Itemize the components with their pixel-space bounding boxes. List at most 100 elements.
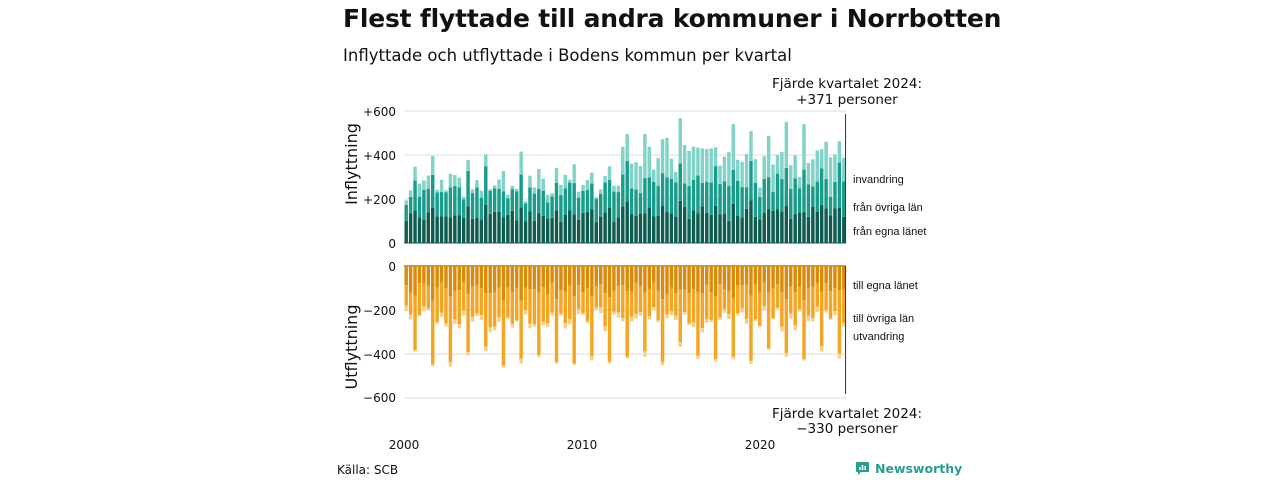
bar-segment-inflyttning bbox=[700, 183, 705, 207]
bar-segment-utflyttning bbox=[492, 292, 497, 327]
bar-segment-inflyttning bbox=[789, 218, 793, 243]
bar-segment-inflyttning bbox=[842, 216, 846, 243]
bar-segment-utflyttning bbox=[833, 311, 837, 316]
bar-segment-inflyttning bbox=[417, 217, 422, 243]
bar-segment-inflyttning bbox=[797, 188, 802, 213]
bar-segment-utflyttning bbox=[563, 266, 568, 292]
brand-name: Newsworthy bbox=[875, 461, 963, 476]
bar-segment-utflyttning bbox=[457, 324, 461, 329]
bar-segment-utflyttning bbox=[811, 286, 815, 318]
bar-segment-inflyttning bbox=[484, 154, 488, 167]
bar-segment-inflyttning bbox=[585, 211, 590, 243]
bar-segment-utflyttning bbox=[519, 266, 523, 301]
bar-segment-inflyttning bbox=[523, 201, 528, 204]
legend-label: till övriga län bbox=[853, 313, 914, 325]
bar-segment-utflyttning bbox=[572, 363, 576, 366]
bars-utflyttning bbox=[404, 266, 847, 394]
bar-segment-utflyttning bbox=[514, 266, 519, 288]
bar-segment-inflyttning bbox=[643, 178, 647, 214]
bar-segment-utflyttning bbox=[691, 289, 696, 323]
bar-segment-utflyttning bbox=[634, 314, 638, 319]
bar-segment-inflyttning bbox=[612, 191, 616, 223]
bar-segment-utflyttning bbox=[532, 324, 537, 327]
bar-segment-utflyttning bbox=[656, 320, 660, 323]
bar-segment-utflyttning bbox=[802, 266, 806, 300]
bar-segment-utflyttning bbox=[435, 287, 439, 322]
bar-segment-utflyttning bbox=[744, 318, 749, 324]
bar-segment-utflyttning bbox=[722, 289, 727, 310]
bar-segment-inflyttning bbox=[528, 211, 532, 243]
bar-segment-inflyttning bbox=[457, 187, 461, 216]
bar-segment-utflyttning bbox=[532, 266, 537, 290]
bar-segment-inflyttning bbox=[806, 184, 811, 217]
bar-segment-inflyttning bbox=[691, 210, 696, 243]
bar-segment-utflyttning bbox=[404, 305, 408, 312]
bar-segment-utflyttning bbox=[837, 290, 842, 354]
bar-segment-inflyttning bbox=[514, 191, 519, 221]
bar-segment-inflyttning bbox=[638, 166, 643, 194]
bar-segment-inflyttning bbox=[806, 162, 811, 185]
bar-segment-inflyttning bbox=[563, 188, 568, 215]
bar-segment-utflyttning bbox=[563, 291, 568, 324]
y-tick-label: 0 bbox=[388, 237, 396, 251]
bar-segment-utflyttning bbox=[461, 282, 466, 311]
bar-segment-utflyttning bbox=[404, 285, 408, 306]
bar-segment-inflyttning bbox=[537, 188, 541, 214]
bar-segment-inflyttning bbox=[545, 194, 550, 203]
bar-segment-inflyttning bbox=[833, 208, 837, 243]
bar-segment-inflyttning bbox=[656, 158, 660, 187]
bar-segment-inflyttning bbox=[594, 197, 598, 200]
bar-segment-utflyttning bbox=[731, 356, 736, 360]
bar-segment-inflyttning bbox=[408, 190, 413, 197]
bar-segment-utflyttning bbox=[541, 266, 545, 288]
bar-segment-inflyttning bbox=[497, 179, 501, 189]
bar-segment-inflyttning bbox=[448, 187, 453, 218]
bar-segment-utflyttning bbox=[727, 291, 731, 314]
bar-segment-inflyttning bbox=[625, 134, 629, 162]
bar-segment-utflyttning bbox=[506, 266, 510, 288]
bar-segment-inflyttning bbox=[470, 189, 475, 194]
bar-segment-utflyttning bbox=[819, 266, 824, 292]
y-tick-label: +200 bbox=[363, 193, 396, 207]
bar-segment-inflyttning bbox=[629, 213, 634, 243]
bar-segment-utflyttning bbox=[422, 266, 426, 284]
bar-segment-utflyttning bbox=[470, 317, 475, 322]
bar-segment-utflyttning bbox=[590, 266, 594, 297]
bar-segment-inflyttning bbox=[550, 196, 554, 218]
bar-segment-utflyttning bbox=[643, 351, 647, 357]
bar-segment-inflyttning bbox=[744, 208, 749, 243]
bar-segment-utflyttning bbox=[629, 316, 634, 322]
annotation-bottom-line1: Fjärde kvartalet 2024: bbox=[772, 406, 922, 422]
bar-segment-inflyttning bbox=[528, 187, 532, 212]
bar-segment-inflyttning bbox=[687, 186, 691, 219]
bar-segment-inflyttning bbox=[842, 181, 846, 217]
bar-segment-utflyttning bbox=[638, 312, 643, 317]
bar-segment-inflyttning bbox=[461, 196, 466, 200]
bar-segment-utflyttning bbox=[621, 318, 625, 322]
bar-segment-utflyttning bbox=[506, 287, 510, 318]
bar-segment-utflyttning bbox=[603, 266, 607, 294]
bar-segment-utflyttning bbox=[797, 266, 802, 288]
bar-segment-inflyttning bbox=[470, 193, 475, 219]
bar-segment-inflyttning bbox=[784, 121, 789, 168]
bar-segment-inflyttning bbox=[718, 214, 722, 243]
bar-segment-utflyttning bbox=[603, 326, 607, 332]
bar-segment-utflyttning bbox=[413, 350, 417, 352]
bar-segment-utflyttning bbox=[417, 266, 422, 283]
bar-segment-utflyttning bbox=[444, 288, 448, 324]
bar-segment-utflyttning bbox=[559, 266, 563, 291]
bar-segment-inflyttning bbox=[674, 216, 678, 243]
legend-label: utvandring bbox=[853, 331, 904, 343]
bar-segment-inflyttning bbox=[753, 159, 758, 183]
bar-segment-inflyttning bbox=[669, 178, 674, 214]
bar-segment-inflyttning bbox=[696, 213, 700, 243]
bar-segment-inflyttning bbox=[612, 222, 616, 243]
bar-segment-inflyttning bbox=[532, 193, 537, 221]
bar-segment-utflyttning bbox=[687, 266, 691, 293]
annotation-top-line2: +371 personer bbox=[796, 92, 898, 108]
bar-segment-utflyttning bbox=[634, 266, 638, 283]
newsworthy-logo[interactable]: Newsworthy bbox=[855, 461, 962, 476]
bar-segment-utflyttning bbox=[740, 285, 744, 309]
bar-segment-inflyttning bbox=[492, 185, 497, 189]
bar-segment-inflyttning bbox=[727, 186, 731, 221]
